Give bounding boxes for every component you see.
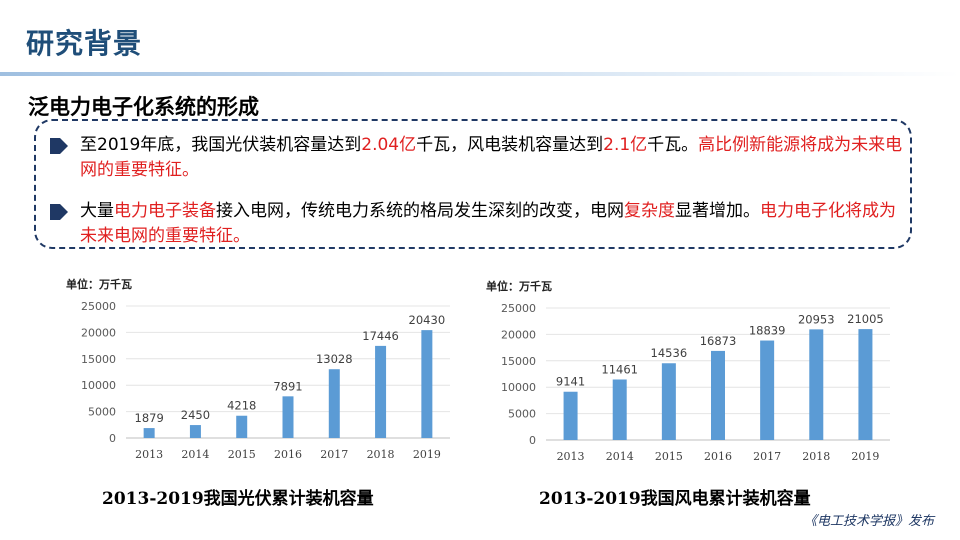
data-label: 2450 <box>181 408 210 422</box>
arrow-bullet-icon <box>50 204 68 220</box>
y-tick-label: 25000 <box>81 300 116 313</box>
data-label: 11461 <box>601 362 638 376</box>
wind-capacity-value: 2.1亿 <box>603 135 648 155</box>
x-tick-label: 2013 <box>557 450 585 463</box>
slide-title: 研究背景 <box>26 27 143 60</box>
x-tick-label: 2014 <box>181 448 209 461</box>
solar-chart-caption: 2013-2019我国光伏累计装机容量 <box>102 489 374 509</box>
unit-label: 单位：万千瓦 <box>486 279 552 293</box>
complexity-term: 复杂度 <box>624 201 675 221</box>
data-label: 16873 <box>700 334 737 348</box>
bullet1-part1: 至2019年底，我国光伏装机容量达到 <box>80 135 362 155</box>
x-tick-label: 2014 <box>606 450 634 463</box>
bar <box>236 415 248 438</box>
unit-label: 单位：万千瓦 <box>66 277 132 291</box>
y-tick-label: 15000 <box>81 353 116 366</box>
y-tick-label: 0 <box>529 434 536 447</box>
bar <box>421 330 433 438</box>
bar <box>612 379 627 440</box>
y-tick-label: 5000 <box>508 408 536 421</box>
wind-chart-caption: 2013-2019我国风电累计装机容量 <box>539 489 811 509</box>
x-tick-label: 2015 <box>655 450 683 463</box>
data-label: 14536 <box>651 346 688 360</box>
solar-capacity-chart: 单位：万千瓦 0 5000 10000 15000 20000 25000 1879 2013 2… <box>66 277 450 461</box>
bar <box>563 391 578 440</box>
power-electronics-term: 电力电子装备 <box>114 201 216 221</box>
bar <box>189 425 201 438</box>
data-label: 7891 <box>273 379 302 393</box>
y-tick-label: 10000 <box>81 379 116 392</box>
y-tick-label: 20000 <box>501 328 536 341</box>
x-tick-label: 2019 <box>413 448 441 461</box>
y-tick-label: 5000 <box>88 406 116 419</box>
x-tick-label: 2016 <box>704 450 732 463</box>
data-label: 9141 <box>556 375 585 389</box>
bar <box>858 329 873 440</box>
y-tick-label: 0 <box>109 432 116 445</box>
section-subtitle: 泛电力电子化系统的形成 <box>28 95 259 119</box>
publisher-credit: 《电工技术学报》发布 <box>803 514 934 529</box>
bullet2-part2: 接入电网，传统电力系统的格局发生深刻的改变，电网 <box>216 201 624 221</box>
data-label: 20953 <box>798 312 835 326</box>
bar <box>760 340 775 440</box>
data-label: 17446 <box>362 329 399 343</box>
title-divider <box>0 72 960 76</box>
y-tick-label: 20000 <box>81 326 116 339</box>
bullet2-part3: 显著增加。 <box>675 201 760 221</box>
bar <box>661 363 676 440</box>
bullet1-conclusion: 高比例新能源将成为未来电网的重要特征。 <box>80 135 903 180</box>
x-tick-label: 2013 <box>135 448 163 461</box>
data-label: 1879 <box>135 411 164 425</box>
data-label: 21005 <box>847 312 884 326</box>
data-label: 20430 <box>409 313 446 327</box>
data-label: 13028 <box>316 352 353 366</box>
x-tick-label: 2017 <box>320 448 348 461</box>
x-tick-label: 2018 <box>802 450 830 463</box>
bullet1-part3: 千瓦。 <box>647 135 699 155</box>
bar <box>711 350 725 440</box>
wind-capacity-chart: 单位：万千瓦 0 5000 10000 15000 20000 25000 9141 2013 1… <box>486 279 890 463</box>
bar <box>328 369 340 438</box>
bullet-text: 大量电力电子装备接入电网，传统电力系统的格局发生深刻的改变，电网复杂度显著增加。… <box>80 199 910 249</box>
y-tick-label: 10000 <box>501 381 536 394</box>
data-label: 4218 <box>227 399 256 413</box>
x-tick-label: 2017 <box>753 450 781 463</box>
data-label: 18839 <box>749 324 786 338</box>
key-points-box: 至2019年底，我国光伏装机容量达到2.04亿千瓦，风电装机容量达到2.1亿千瓦… <box>34 119 912 249</box>
bar <box>143 428 155 438</box>
x-tick-label: 2015 <box>228 448 256 461</box>
arrow-bullet-icon <box>50 138 68 154</box>
bar <box>809 329 824 440</box>
x-tick-label: 2016 <box>274 448 302 461</box>
bullet-text: 至2019年底，我国光伏装机容量达到2.04亿千瓦，风电装机容量达到2.1亿千瓦… <box>80 133 910 183</box>
y-tick-label: 25000 <box>501 302 536 315</box>
bar <box>282 396 294 438</box>
bullet1-part2: 千瓦，风电装机容量达到 <box>416 135 604 155</box>
bullet2-conclusion: 电力电子化将成为未来电网的重要特征。 <box>80 201 896 246</box>
x-tick-label: 2018 <box>367 448 395 461</box>
bullet2-part1: 大量 <box>80 201 114 221</box>
bar <box>375 345 387 438</box>
y-tick-label: 15000 <box>501 355 536 368</box>
solar-capacity-value: 2.04亿 <box>361 135 417 155</box>
x-tick-label: 2019 <box>851 450 879 463</box>
